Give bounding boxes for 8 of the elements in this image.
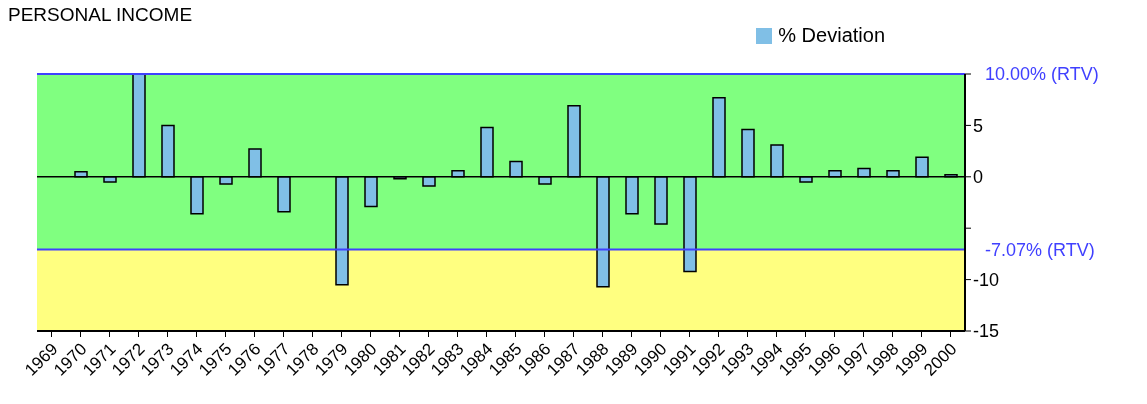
ref-line-label: -7.07% (RTV) (985, 239, 1095, 260)
y-tick-label: -15 (973, 321, 1000, 342)
y-tick-label: 5 (973, 115, 984, 136)
legend-label: % Deviation (777, 24, 885, 47)
y-tick-label: -10 (973, 269, 1000, 290)
ref-line-label: 10.00% (RTV) (985, 64, 1099, 85)
y-tick-label: 0 (973, 167, 984, 188)
chart-title: PERSONAL INCOME (8, 4, 193, 26)
